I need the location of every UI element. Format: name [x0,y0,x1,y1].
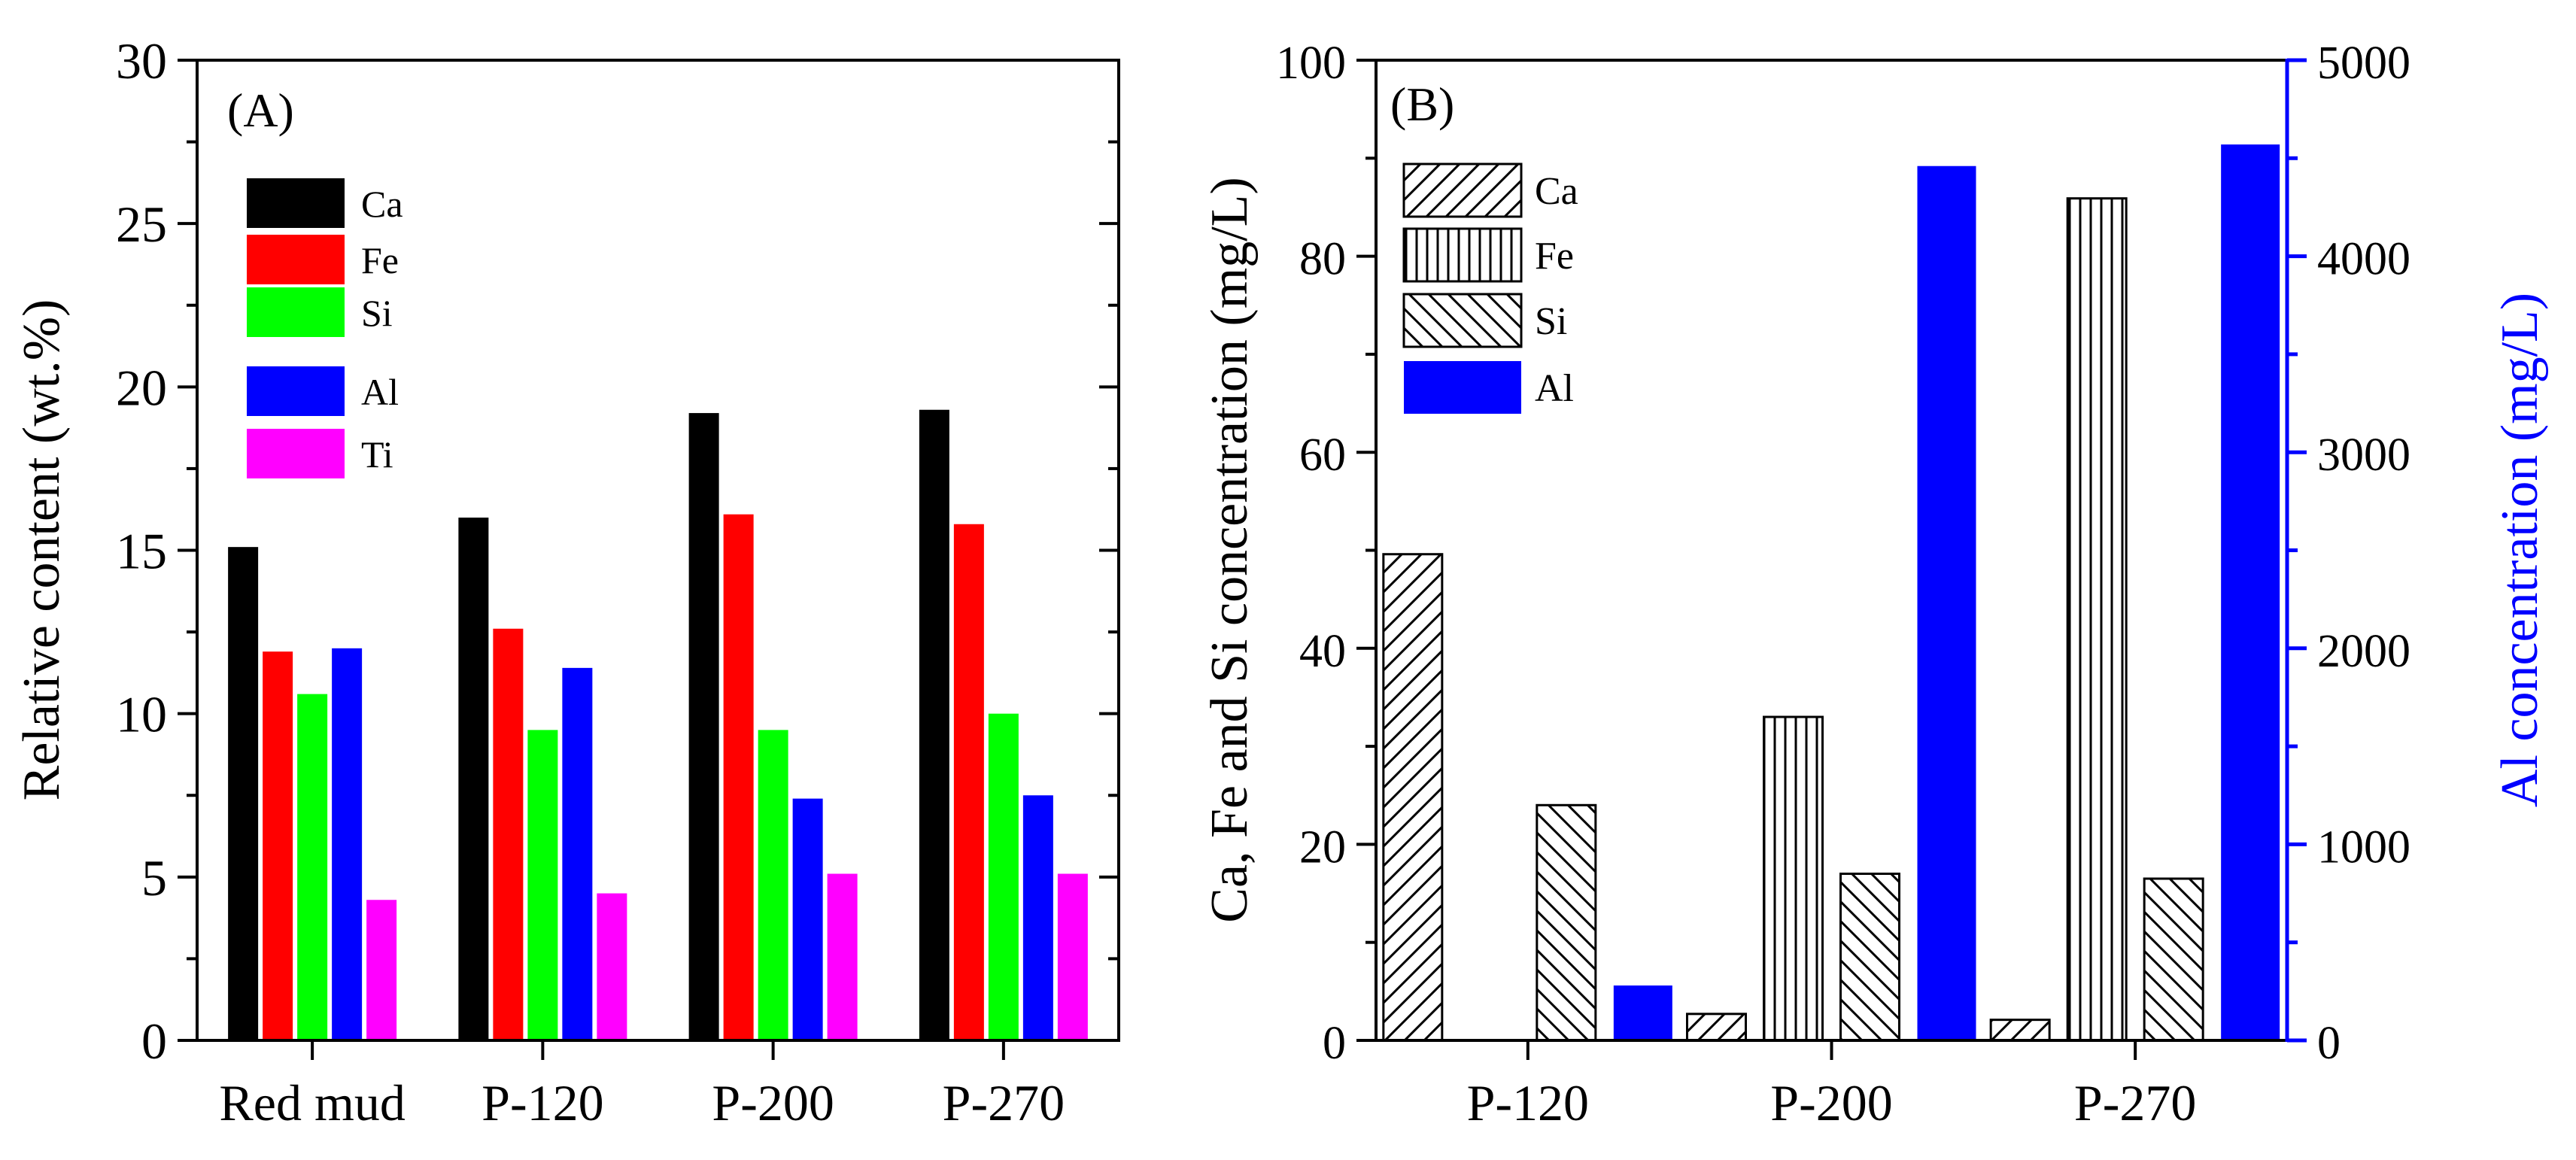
bar-fe-p-200 [723,514,754,1040]
panel-b-y-tick-label: 0 [1323,1018,1346,1069]
bar-al-p-120 [562,667,593,1040]
legend-label-si: Si [1535,300,1567,343]
panel-a-y-axis: 0 5 10 15 20 25 30 [116,32,1119,1070]
legend-label-ca: Ca [1535,170,1578,213]
panel-b: 0 20 40 60 80 100 0 1000 2000 3000 4000 5000 P-120… [1201,38,2549,1131]
panel-b-y2-tick-label: 2000 [2317,626,2410,677]
legend-swatch-ca [247,178,345,228]
panel-b-y2-tick-label: 0 [2317,1018,2341,1069]
legend-swatch-si [1402,293,1523,348]
bar-ca-red-mud [228,547,259,1040]
bar-fe-p-270 [953,524,984,1040]
bar-al-p-200 [792,798,823,1040]
panel-a-y-tick-label: 15 [116,523,167,580]
legend-label-ca: Ca [361,183,403,225]
panel-b-y-tick-label: 60 [1299,430,1346,481]
bar-ti-p-120 [597,893,627,1040]
panel-b-y2-tick-label: 3000 [2317,430,2410,481]
legend-swatch-ca [1402,162,1523,218]
panel-a-x-axis: Red mud P-120 P-200 P-270 [219,1040,1065,1131]
panel-a-y-tick-label: 20 [116,359,167,416]
bar-ca-p-120 [458,518,489,1040]
panel-b-y-tick-label: 20 [1299,821,1346,873]
bar-ti-p-200 [827,873,858,1040]
legend-label-fe: Fe [1535,235,1574,278]
legend-label-fe: Fe [361,239,399,281]
bar-fe-p-200 [1763,715,1824,1042]
bar-si-p-200 [758,730,788,1040]
panel-b-y2-tick-label: 1000 [2317,821,2410,873]
panel-a-y-tick-label: 5 [141,849,167,906]
panel-b-y-axis: 0 20 40 60 80 100 [1276,38,1376,1069]
bar-fe-p-120 [493,628,524,1040]
panel-a-label: (A) [227,84,294,137]
panel-a-y-tick-label: 10 [116,686,167,743]
panel-b-x-axis: P-120 P-200 P-270 [1467,1040,2196,1131]
panel-a-bars [228,409,1088,1040]
panel-b-y-tick-label: 100 [1276,38,1346,89]
legend-label-al: Al [361,371,399,413]
bar-si-p-200 [1839,872,1900,1042]
panel-b-y2-axis-label: Al concentration (mg/L) [2491,293,2549,807]
panel-a-x-tick-label: P-120 [481,1074,603,1131]
bar-si-p-120 [1536,803,1597,1042]
panel-b-label: (B) [1390,77,1454,131]
panel-a-x-tick-label: Red mud [219,1074,405,1131]
bar-al-p-120 [1613,985,1672,1040]
bar-ca-p-200 [1686,1013,1747,1042]
panel-b-x-tick-label: P-270 [2074,1074,2196,1131]
bar-fe-p-270 [2066,197,2128,1042]
bar-al-red-mud [332,648,363,1040]
bar-al-p-270 [2221,144,2280,1041]
bar-al-p-200 [1917,165,1976,1040]
panel-b-y-axis-label: Ca, Fe and Si concentration (mg/L) [1201,177,1259,922]
panel-b-y-tick-label: 80 [1299,234,1346,285]
panel-b-legend: Ca Fe Si Al [1402,162,1578,414]
panel-a-y-axis-label: Relative content (wt.%) [13,299,71,801]
legend-label-si: Si [361,292,393,334]
bar-si-p-270 [988,713,1019,1040]
bar-ca-p-120 [1382,553,1444,1042]
legend-swatch-si [247,287,345,337]
legend-swatch-al [1404,361,1521,414]
panel-a-y-tick-label: 25 [116,196,167,253]
bar-fe-red-mud [263,651,293,1040]
panel-a: 0 5 10 15 20 25 30 Red mud P-120 P-200 P-270 Rela… [13,32,1120,1131]
panel-b-y2-axis: 0 1000 2000 3000 4000 5000 [2287,38,2410,1069]
legend-swatch-al [247,366,345,416]
panel-b-x-tick-label: P-200 [1770,1074,1892,1131]
legend-swatch-ti [247,429,345,478]
panel-b-y-tick-label: 40 [1299,626,1346,677]
panel-a-y-tick-label: 30 [116,32,167,90]
bar-si-p-270 [2143,877,2204,1042]
bar-ca-p-200 [688,413,719,1040]
bar-ca-p-270 [1989,1019,2051,1042]
legend-label-ti: Ti [361,433,393,475]
panel-b-bars [1382,144,2280,1042]
panel-a-y-tick-label: 0 [141,1013,167,1070]
legend-label-al: Al [1535,367,1574,410]
bar-si-red-mud [297,694,328,1040]
bar-ti-p-270 [1057,873,1088,1040]
panel-a-x-tick-label: P-270 [943,1074,1065,1131]
legend-swatch-fe [247,235,345,284]
bar-si-p-120 [527,730,558,1040]
panel-b-y2-tick-label: 5000 [2317,38,2410,89]
bar-al-p-270 [1022,795,1053,1040]
panel-b-x-tick-label: P-120 [1467,1074,1589,1131]
bar-ti-red-mud [366,900,397,1040]
panel-a-legend: Ca Fe Si Al Ti [247,178,403,478]
bar-ca-p-270 [919,409,949,1040]
panel-a-x-tick-label: P-200 [712,1074,834,1131]
panel-b-y2-tick-label: 4000 [2317,234,2410,285]
legend-swatch-fe [1402,227,1523,283]
